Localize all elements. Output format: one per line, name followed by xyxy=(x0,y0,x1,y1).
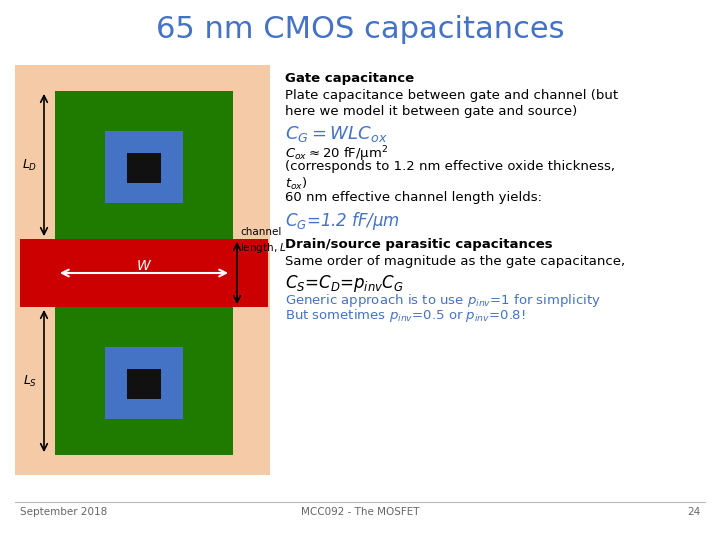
Bar xyxy=(127,369,161,399)
Text: MCC092 - The MOSFET: MCC092 - The MOSFET xyxy=(301,507,419,517)
Bar xyxy=(15,65,270,475)
Text: Gate capacitance: Gate capacitance xyxy=(285,72,414,85)
Text: (corresponds to 1.2 nm effective oxide thickness,: (corresponds to 1.2 nm effective oxide t… xyxy=(285,160,615,173)
Text: $C_G$=1.2 fF/μm: $C_G$=1.2 fF/μm xyxy=(285,210,400,232)
Text: Same order of magnitude as the gate capacitance,: Same order of magnitude as the gate capa… xyxy=(285,255,625,268)
Bar xyxy=(105,131,183,203)
Text: But sometimes $p_{inv}$=0.5 or $p_{inv}$=0.8!: But sometimes $p_{inv}$=0.5 or $p_{inv}$… xyxy=(285,307,526,325)
Text: $C_S$=$C_D$=$p_{inv}C_G$: $C_S$=$C_D$=$p_{inv}C_G$ xyxy=(285,273,404,294)
Text: September 2018: September 2018 xyxy=(20,507,107,517)
Text: here we model it between gate and source): here we model it between gate and source… xyxy=(285,105,577,118)
Text: 65 nm CMOS capacitances: 65 nm CMOS capacitances xyxy=(156,16,564,44)
Text: $L_D$: $L_D$ xyxy=(22,158,37,173)
Text: $L_S$: $L_S$ xyxy=(23,374,37,389)
Bar xyxy=(127,153,161,183)
Text: $W$: $W$ xyxy=(136,259,152,273)
Text: 60 nm effective channel length yields:: 60 nm effective channel length yields: xyxy=(285,191,542,204)
Text: channel: channel xyxy=(240,227,282,237)
Bar xyxy=(105,347,183,419)
Text: Drain/source parasitic capacitances: Drain/source parasitic capacitances xyxy=(285,238,553,251)
Text: length, $L$: length, $L$ xyxy=(240,241,287,255)
Bar xyxy=(20,239,268,307)
Bar xyxy=(55,307,233,455)
Text: 24: 24 xyxy=(687,507,700,517)
Text: $C_{ox}\approx$20 fF/μm$^2$: $C_{ox}\approx$20 fF/μm$^2$ xyxy=(285,145,388,164)
Text: Plate capacitance between gate and channel (but: Plate capacitance between gate and chann… xyxy=(285,89,618,102)
Text: $t_{ox}$): $t_{ox}$) xyxy=(285,176,307,192)
Text: Generic approach is to use $p_{inv}$=1 for simplicity: Generic approach is to use $p_{inv}$=1 f… xyxy=(285,292,600,309)
Text: $C_G=WLC_{ox}$: $C_G=WLC_{ox}$ xyxy=(285,125,387,145)
Bar xyxy=(55,91,233,239)
